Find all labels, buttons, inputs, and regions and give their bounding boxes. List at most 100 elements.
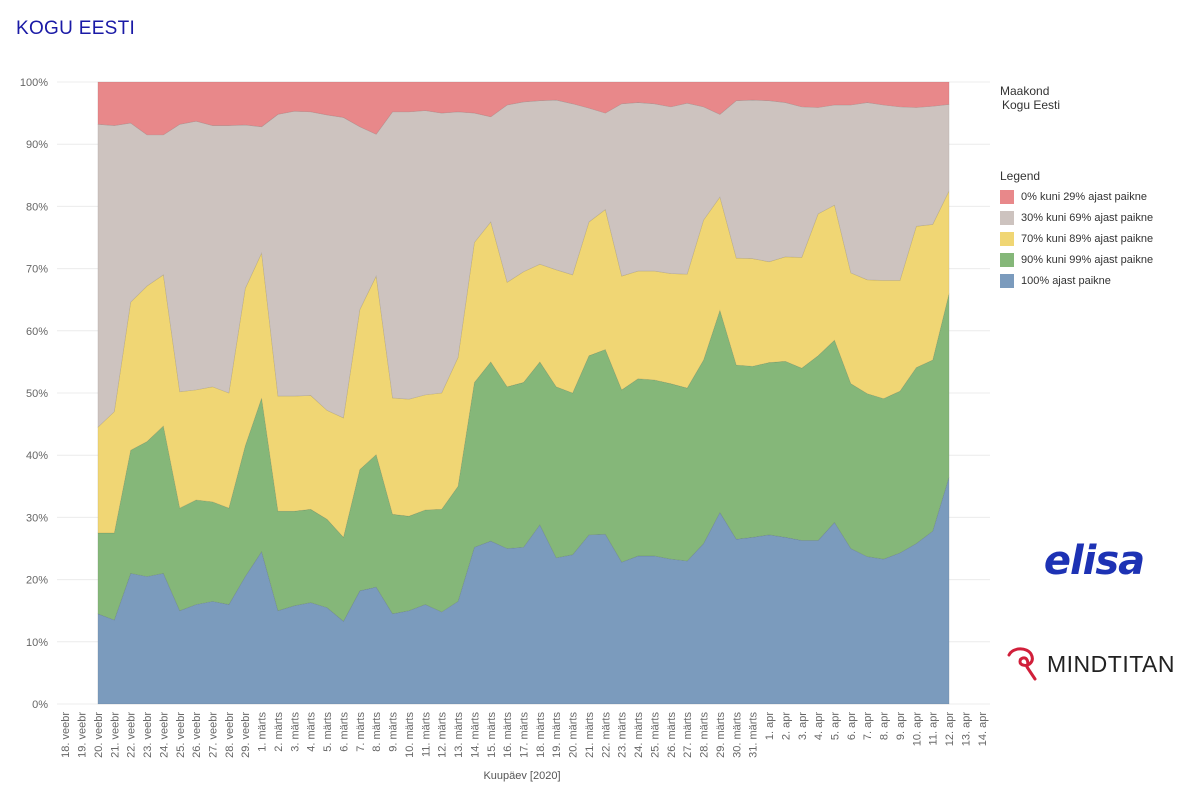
x-axis-ticks: 18. veebr 19. veebr 20. veebr 21. veebr 22. … [60,712,989,758]
legend-title: Legend [1000,169,1041,183]
x-tick-label: 18. veebr [60,712,72,758]
x-tick-label: 24. veebr [158,712,170,758]
x-tick-label: 30. märts [731,712,743,758]
x-tick-label: 18. märts [535,712,547,758]
y-tick-label: 100% [20,77,48,89]
x-tick-label: 20. märts [568,712,580,758]
legend-item: 0% kuni 29% ajast paikne [1000,186,1153,207]
x-tick-label: 17. märts [519,712,531,758]
x-tick-label: 14. märts [469,712,481,758]
x-tick-label: 9. märts [388,712,400,752]
mindtitan-mark-icon [1007,647,1037,681]
x-tick-label: 1. apr [764,712,776,740]
x-tick-label: 19. veebr [77,712,89,758]
x-tick-label: 26. veebr [191,712,203,758]
x-tick-label: 27. veebr [208,712,220,758]
x-axis-label: Kuupäev [2020] [483,770,560,782]
x-tick-label: 21. märts [584,712,596,758]
y-tick-label: 90% [26,139,48,151]
legend-label: 70% kuni 89% ajast paikne [1021,232,1154,245]
legend-item: 100% ajast paikne [1000,270,1153,291]
x-tick-label: 5. märts [322,712,334,752]
x-tick-label: 26. märts [666,712,678,758]
maakond-value: Kogu Eesti [1002,98,1061,112]
x-tick-label: 22. märts [600,712,612,758]
y-tick-label: 10% [26,637,48,649]
x-tick-label: 2. apr [780,712,792,740]
x-tick-label: 25. märts [649,712,661,758]
legend-label: 100% ajast paikne [1021,274,1111,287]
x-tick-label: 22. veebr [126,712,138,758]
x-tick-label: 29. veebr [240,712,252,758]
x-tick-label: 7. apr [862,712,874,740]
x-tick-label: 4. märts [306,712,318,752]
elisa-logo: elisa [1044,540,1145,584]
x-tick-label: 20. veebr [93,712,105,758]
legend: Legend 0% kuni 29% ajast paikne 30% kuni… [1000,169,1153,291]
page-title: KOGU EESTI [16,18,136,39]
y-tick-label: 80% [26,201,48,213]
x-tick-label: 12. apr [944,712,956,747]
x-tick-label: 9. apr [895,712,907,740]
area-0-kuni-29-ajast-paikne [97,81,950,136]
x-tick-label: 23. veebr [142,712,154,758]
x-tick-label: 10. apr [911,712,923,747]
legend-label: 30% kuni 69% ajast paikne [1021,211,1154,224]
y-tick-label: 0% [32,699,48,711]
x-tick-label: 23. märts [617,712,629,758]
legend-item: 30% kuni 69% ajast paikne [1000,207,1153,228]
x-tick-label: 2. märts [273,712,285,752]
x-tick-label: 28. märts [699,712,711,758]
legend-swatch [1000,189,1014,204]
x-tick-label: 6. apr [846,712,858,740]
x-tick-label: 5. apr [830,712,842,740]
x-tick-label: 13. apr [960,712,972,747]
x-tick-label: 8. märts [371,712,383,752]
legend-swatch [1000,252,1014,267]
x-tick-label: 28. veebr [224,712,236,758]
x-tick-label: 11. apr [928,712,940,746]
x-tick-label: 10. märts [404,712,416,758]
maakond-label: Maakond [1000,84,1050,98]
elisa-logo-text: elisa [1044,540,1144,584]
y-axis-ticks: 0% 10% 20% 30% 40% 50% 60% 70% 80% 90% 100% [20,77,48,711]
legend-label: 90% kuni 99% ajast paikne [1021,253,1154,266]
x-tick-label: 27. märts [682,712,694,758]
y-tick-label: 30% [26,512,48,524]
x-tick-label: 16. märts [502,712,514,758]
x-tick-label: 15. märts [486,712,498,758]
y-tick-label: 50% [26,388,48,400]
x-tick-label: 14. apr [977,712,989,747]
x-tick-label: 12. märts [437,712,449,758]
mindtitan-logo: MINDTITAN [1005,645,1175,683]
x-tick-label: 11. märts [420,712,432,758]
y-tick-label: 40% [26,450,48,462]
legend-swatch [1000,210,1014,225]
legend-item: 70% kuni 89% ajast paikne [1000,228,1153,249]
y-tick-label: 60% [26,326,48,338]
legend-item: 90% kuni 99% ajast paikne [1000,249,1153,270]
legend-swatch [1000,231,1014,246]
x-tick-label: 6. märts [338,712,350,752]
x-tick-label: 3. apr [797,712,809,740]
x-tick-label: 8. apr [879,712,891,740]
mindtitan-logo-text: MINDTITAN [1047,650,1176,677]
x-tick-label: 19. märts [551,712,563,758]
x-tick-label: 21. veebr [109,712,121,758]
x-tick-label: 29. märts [715,712,727,758]
x-tick-label: 7. märts [355,712,367,752]
x-tick-label: 4. apr [813,712,825,740]
y-tick-label: 20% [26,575,48,587]
y-tick-label: 70% [26,264,48,276]
x-tick-label: 31. märts [748,712,760,758]
legend-swatch [1000,273,1014,288]
x-tick-label: 25. veebr [175,712,187,758]
x-tick-label: 24. märts [633,712,645,758]
legend-label: 0% kuni 29% ajast paikne [1021,190,1147,203]
area-90-kuni-99-ajast-paikne [97,293,950,622]
x-tick-label: 1. märts [257,712,269,752]
x-tick-label: 3. märts [289,712,301,752]
chart-areas [97,81,950,705]
filter-maakond: Maakond Kogu Eesti [1000,84,1060,112]
